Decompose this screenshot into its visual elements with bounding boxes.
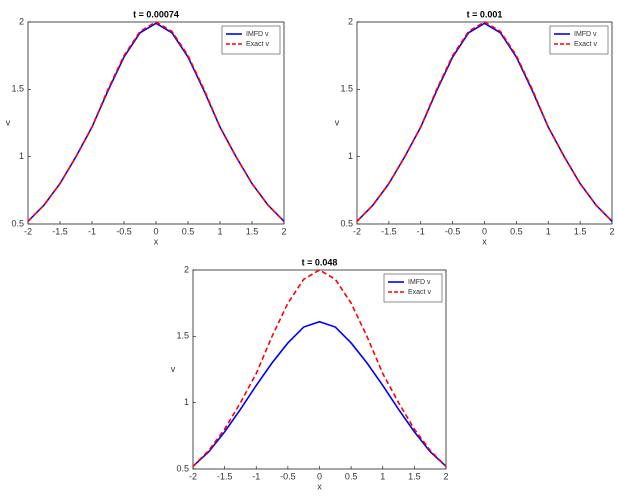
x-axis-label: x: [482, 236, 487, 246]
x-tick-label: 0.5: [182, 226, 195, 236]
axes-box: [27, 21, 285, 225]
x-axis-label: x: [317, 481, 322, 491]
data-line: [192, 320, 447, 467]
x-tick-label: -1.5: [381, 226, 397, 236]
chart-title: t = 0.001: [467, 9, 503, 19]
y-axis-label: v: [6, 117, 11, 127]
x-tick-label: -2: [189, 471, 197, 481]
x-tick-label: 1: [380, 471, 385, 481]
legend-box: [549, 25, 609, 55]
y-tick-label: 1.5: [340, 84, 353, 94]
y-axis-label: v: [335, 117, 340, 127]
x-tick-label: -1.5: [52, 226, 68, 236]
chart: -2 -1.5 -1 -0.5 0 0.5 1 1.5 2 0.5 1 1.5 2 t = 0.048 x v…: [171, 257, 449, 491]
x-tick-label: -0.5: [280, 471, 296, 481]
x-tick-label: 1.5: [246, 226, 259, 236]
data-line: [356, 21, 613, 222]
x-tick-label: -0.5: [445, 226, 461, 236]
x-tick-label: 1: [546, 226, 551, 236]
y-axis-label: v: [171, 364, 176, 374]
x-tick-label: 1.5: [574, 226, 587, 236]
x-tick-label: 2: [443, 471, 448, 481]
x-tick-label: 1.5: [408, 471, 421, 481]
x-tick-label: 0: [482, 226, 487, 236]
x-tick-label: -2: [24, 226, 32, 236]
x-tick-label: -2: [353, 226, 361, 236]
x-tick-label: 0.5: [345, 471, 358, 481]
y-tick-label: 1: [348, 151, 353, 161]
y-tick-label: 2: [184, 264, 189, 274]
axes-box: [356, 21, 613, 225]
x-tick-label: -1: [88, 226, 96, 236]
legend-label: IMFD v: [408, 279, 431, 286]
x-tick-label: 0.5: [510, 226, 523, 236]
y-tick-label: 1: [184, 397, 189, 407]
x-tick-label: 0: [153, 226, 158, 236]
x-tick-label: 2: [281, 226, 286, 236]
y-tick-label: 0.5: [11, 218, 24, 228]
chart: -2 -1.5 -1 -0.5 0 0.5 1 1.5 2 0.5 1 1.5 2 t = 0.001 x v…: [335, 9, 615, 246]
x-tick-label: -1: [252, 471, 260, 481]
x-axis-label: x: [154, 236, 159, 246]
data-line: [192, 269, 447, 467]
legend-label: IMFD v: [574, 31, 597, 38]
chart-title: t = 0.00074: [133, 9, 179, 19]
legend-box: [383, 273, 443, 303]
y-tick-label: 0.5: [340, 218, 353, 228]
x-tick-label: -1.5: [217, 471, 233, 481]
x-tick-label: 1: [217, 226, 222, 236]
data-line: [27, 21, 285, 222]
legend-label: Exact v: [574, 41, 597, 48]
y-tick-label: 2: [348, 16, 353, 26]
x-tick-label: 2: [609, 226, 614, 236]
y-tick-label: 1.5: [11, 84, 24, 94]
y-tick-label: 1: [19, 151, 24, 161]
axes-box: [192, 269, 447, 470]
x-tick-label: -1: [417, 226, 425, 236]
legend-label: IMFD v: [246, 31, 269, 38]
legend-box: [221, 25, 281, 55]
y-tick-label: 1.5: [176, 331, 189, 341]
chart: -2 -1.5 -1 -0.5 0 0.5 1 1.5 2 0.5 1 1.5 2 t = 0.00074…: [6, 9, 287, 246]
y-tick-label: 0.5: [176, 463, 189, 473]
x-tick-label: -0.5: [116, 226, 132, 236]
x-tick-label: 0: [317, 471, 322, 481]
legend-label: Exact v: [246, 41, 269, 48]
y-tick-label: 2: [19, 16, 24, 26]
chart-title: t = 0.048: [302, 257, 338, 267]
legend-label: Exact v: [408, 289, 431, 296]
